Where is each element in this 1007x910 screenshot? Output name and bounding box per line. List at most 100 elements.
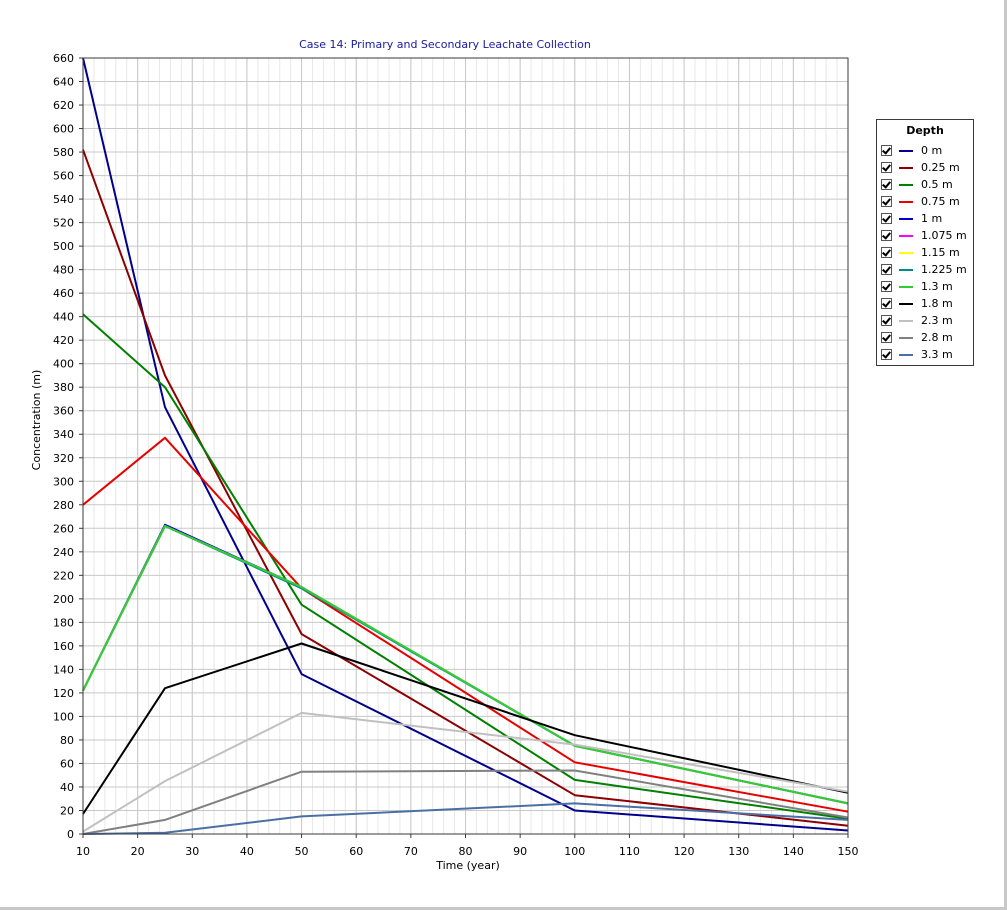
legend-checkbox[interactable]	[881, 349, 892, 360]
y-tick-label: 140	[53, 663, 74, 676]
legend-swatch	[899, 353, 913, 356]
x-tick-label: 110	[619, 845, 640, 858]
legend-swatch	[899, 251, 913, 254]
legend-label: 0.5 m	[921, 178, 953, 191]
legend-swatch	[899, 268, 913, 271]
y-tick-label: 80	[60, 734, 74, 747]
legend-checkbox[interactable]	[881, 298, 892, 309]
x-tick-label: 100	[564, 845, 585, 858]
x-tick-label: 50	[295, 845, 309, 858]
y-tick-label: 40	[60, 781, 74, 794]
x-tick-label: 150	[838, 845, 859, 858]
series-line-12	[82, 802, 849, 835]
legend-label: 0.75 m	[921, 195, 960, 208]
legend-checkbox[interactable]	[881, 315, 892, 326]
window-border-bottom	[0, 907, 1007, 910]
series-line-0	[82, 57, 849, 832]
legend-label: 1 m	[921, 212, 943, 225]
legend-item[interactable]: 2.8 m	[881, 329, 973, 346]
legend-swatch	[899, 336, 913, 339]
legend-label: 1.15 m	[921, 246, 960, 259]
y-tick-label: 380	[53, 381, 74, 394]
y-tick-label: 260	[53, 522, 74, 535]
legend-item[interactable]: 1.075 m	[881, 227, 973, 244]
y-axis-ticks: 0 20 40 60 80 100 120 140 160 180 200 220 240 260 280 3…	[53, 52, 83, 841]
y-tick-label: 560	[53, 170, 74, 183]
y-tick-label: 640	[53, 76, 74, 89]
x-tick-label: 30	[185, 845, 199, 858]
y-tick-label: 420	[53, 334, 74, 347]
legend-item[interactable]: 0.5 m	[881, 176, 973, 193]
y-tick-label: 340	[53, 428, 74, 441]
legend-checkbox[interactable]	[881, 213, 892, 224]
y-tick-label: 160	[53, 640, 74, 653]
legend-item[interactable]: 3.3 m	[881, 346, 973, 363]
x-tick-label: 90	[513, 845, 527, 858]
y-tick-label: 480	[53, 264, 74, 277]
legend-swatch	[899, 302, 913, 305]
series-line-2	[82, 313, 849, 820]
legend-swatch	[899, 234, 913, 237]
legend-item[interactable]: 1 m	[881, 210, 973, 227]
x-tick-label: 70	[404, 845, 418, 858]
legend-label: 2.8 m	[921, 331, 953, 344]
legend-item[interactable]: 1.8 m	[881, 295, 973, 312]
grid	[82, 57, 849, 835]
legend-checkbox[interactable]	[881, 162, 892, 173]
legend-label: 1.225 m	[921, 263, 967, 276]
series-line-11	[82, 769, 849, 835]
legend-swatch	[899, 200, 913, 203]
chart-title: Case 14: Primary and Secondary Leachate …	[299, 38, 591, 51]
y-tick-label: 20	[60, 804, 74, 817]
x-axis-ticks: 10 20 30 40 50 60 70 80 90 100 110 120 130 140 150	[76, 834, 859, 858]
legend-checkbox[interactable]	[881, 247, 892, 258]
legend-checkbox[interactable]	[881, 264, 892, 275]
legend-items: 0 m 0.25 m 0.5 m 0.75 m 1 m 1.075 m 1.15 m 1.22…	[881, 142, 973, 363]
y-tick-label: 540	[53, 193, 74, 206]
y-tick-label: 520	[53, 217, 74, 230]
x-tick-label: 10	[76, 845, 90, 858]
legend-checkbox[interactable]	[881, 281, 892, 292]
series-line-8	[82, 525, 849, 805]
legend-swatch	[899, 183, 913, 186]
legend-checkbox[interactable]	[881, 332, 892, 343]
y-tick-label: 0	[67, 828, 74, 841]
x-tick-label: 80	[459, 845, 473, 858]
series-line-1	[82, 149, 849, 827]
legend-item[interactable]: 0 m	[881, 142, 973, 159]
legend-item[interactable]: 1.3 m	[881, 278, 973, 295]
y-axis-title: Concentration (m)	[30, 370, 43, 471]
x-tick-label: 130	[728, 845, 749, 858]
legend-checkbox[interactable]	[881, 179, 892, 190]
legend-swatch	[899, 285, 913, 288]
legend-label: 1.8 m	[921, 297, 953, 310]
legend-label: 1.3 m	[921, 280, 953, 293]
series-lines	[82, 57, 849, 835]
y-tick-label: 460	[53, 287, 74, 300]
legend-label: 1.075 m	[921, 229, 967, 242]
y-tick-label: 580	[53, 146, 74, 159]
x-tick-label: 20	[131, 845, 145, 858]
series-line-10	[82, 711, 849, 833]
y-tick-label: 360	[53, 405, 74, 418]
window-border-right	[1004, 0, 1007, 910]
legend-checkbox[interactable]	[881, 145, 892, 156]
y-tick-label: 200	[53, 593, 74, 606]
y-tick-label: 240	[53, 546, 74, 559]
legend-label: 0 m	[921, 144, 943, 157]
x-tick-label: 140	[783, 845, 804, 858]
legend-item[interactable]: 0.75 m	[881, 193, 973, 210]
y-tick-label: 620	[53, 99, 74, 112]
y-tick-label: 440	[53, 311, 74, 324]
legend-checkbox[interactable]	[881, 230, 892, 241]
y-tick-label: 120	[53, 687, 74, 700]
legend-item[interactable]: 2.3 m	[881, 312, 973, 329]
legend-swatch	[899, 149, 913, 152]
legend-item[interactable]: 0.25 m	[881, 159, 973, 176]
legend-checkbox[interactable]	[881, 196, 892, 207]
legend-item[interactable]: 1.15 m	[881, 244, 973, 261]
legend-item[interactable]: 1.225 m	[881, 261, 973, 278]
legend-swatch	[899, 217, 913, 220]
y-tick-label: 500	[53, 240, 74, 253]
